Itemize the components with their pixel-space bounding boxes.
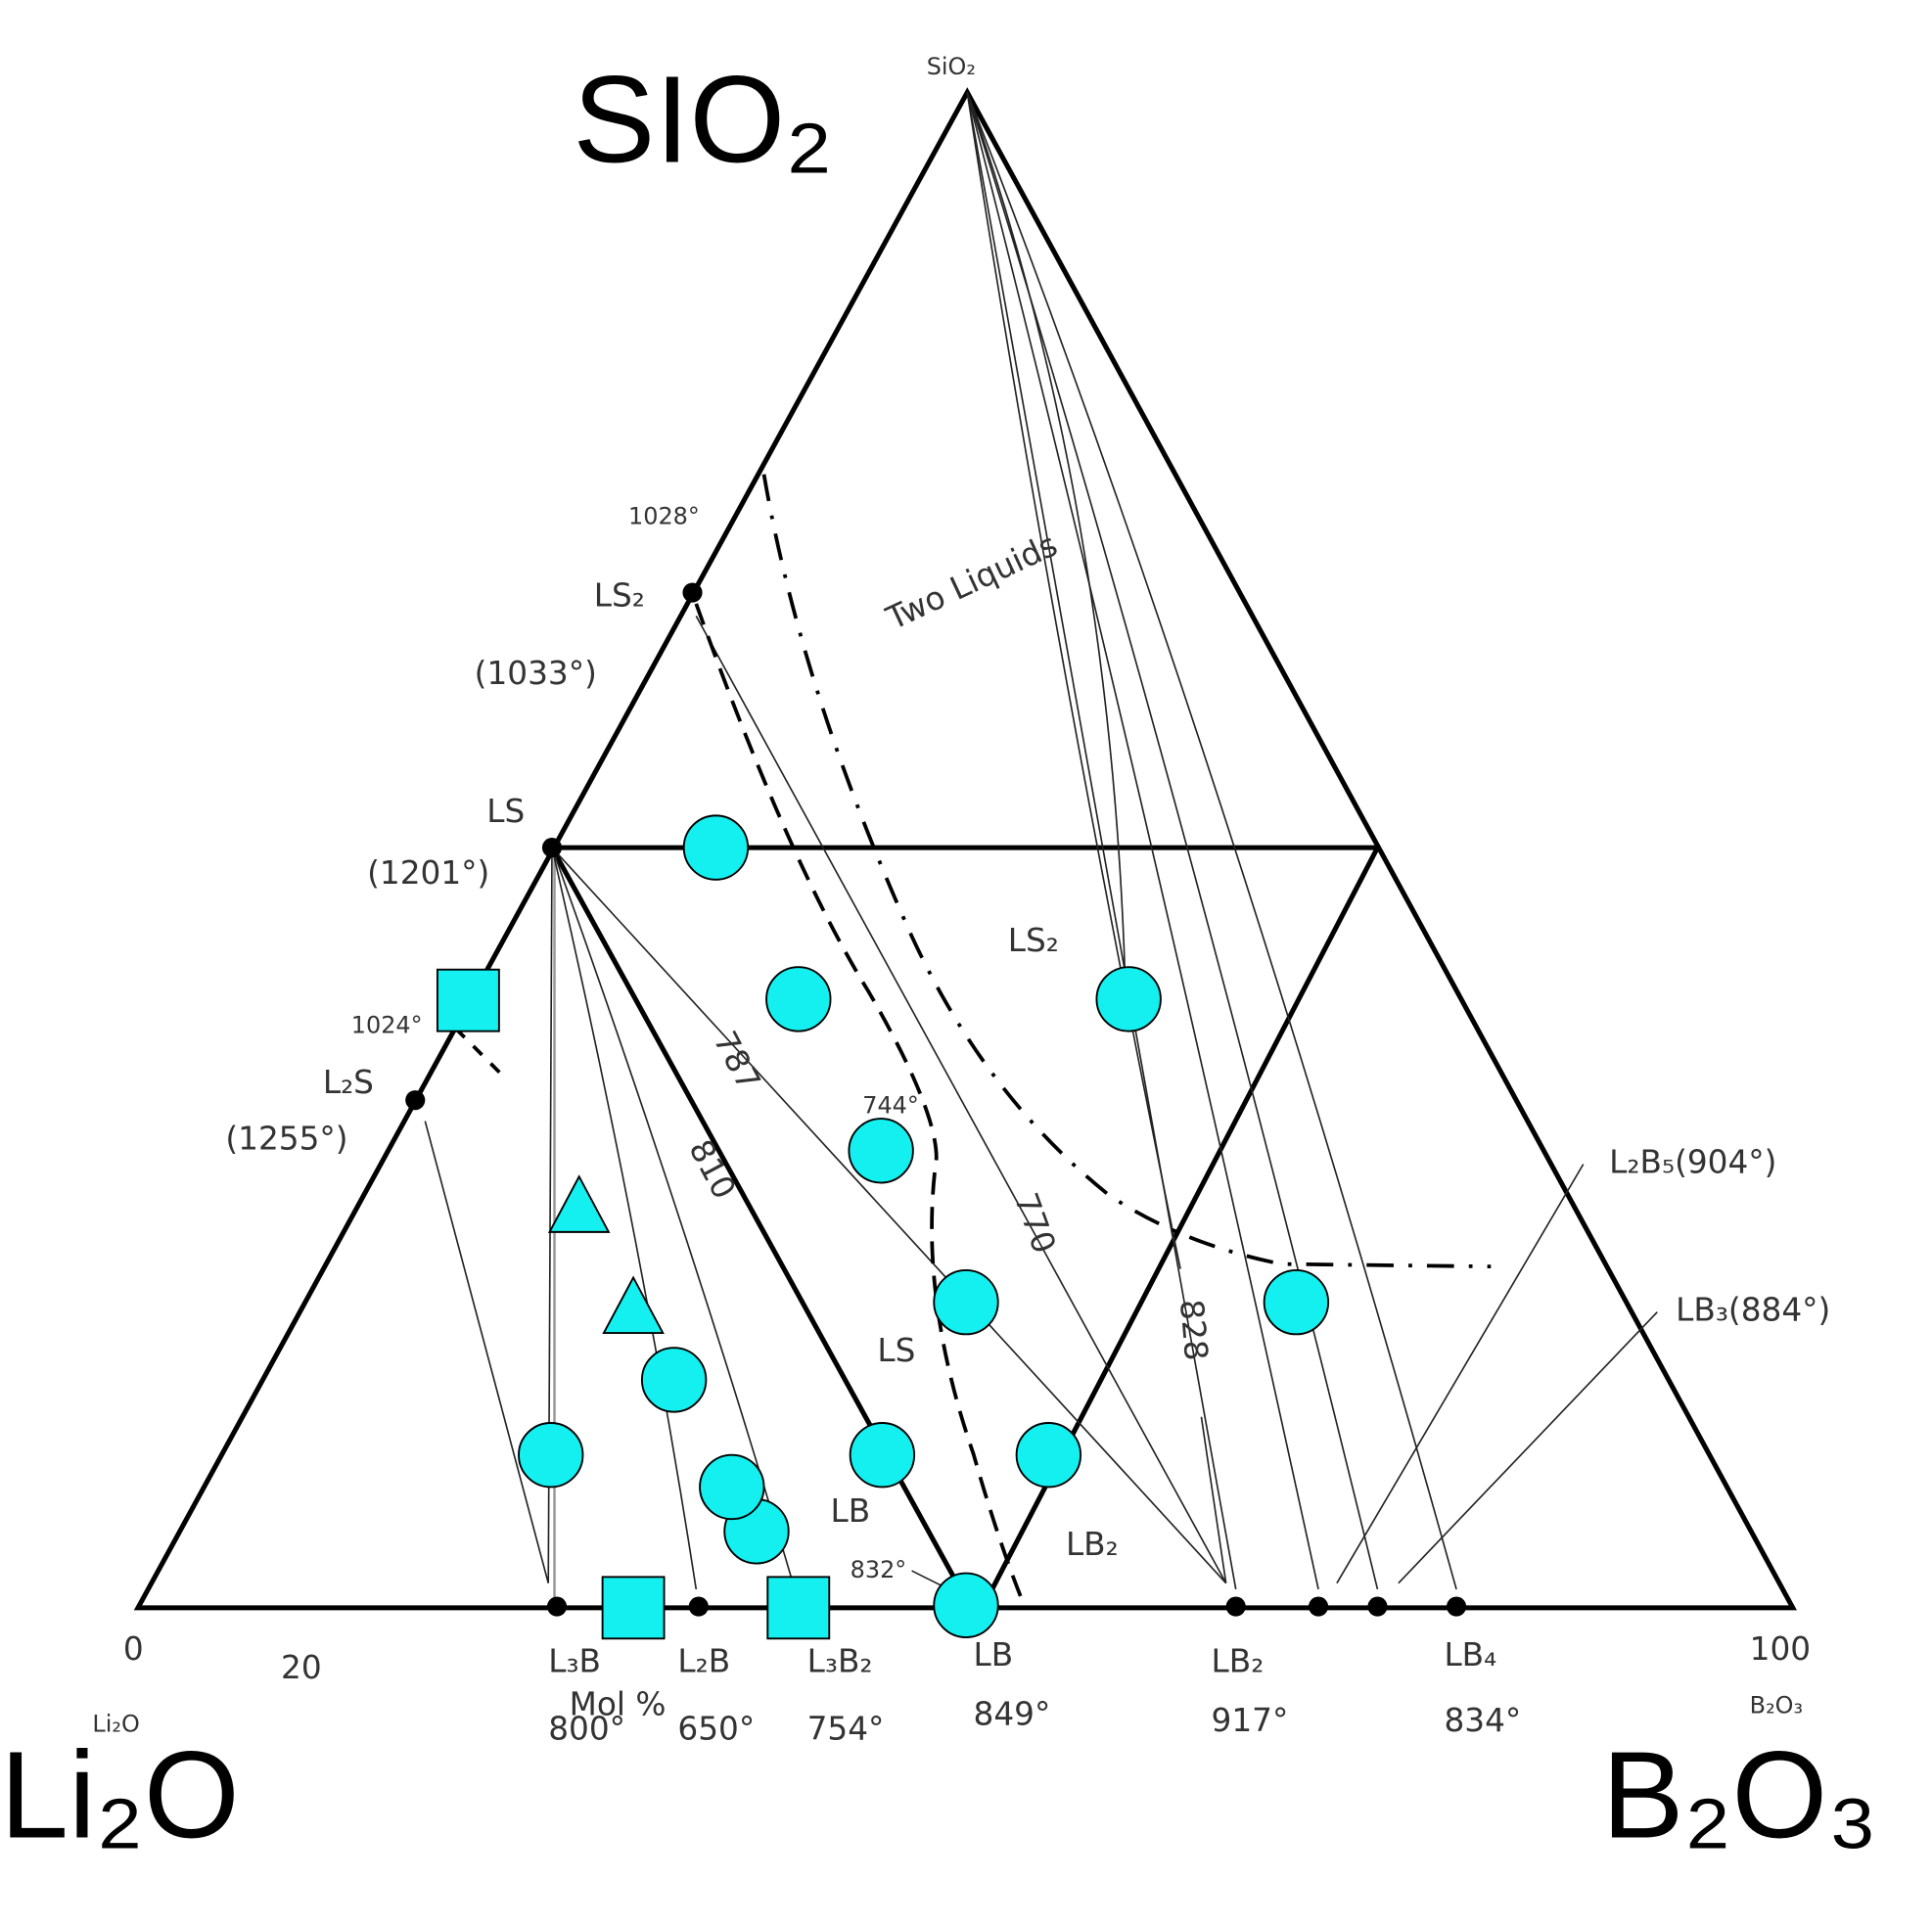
compound: L₂B [677,1642,730,1679]
axis-label: 20 [281,1649,322,1686]
corner-label: Li₂O [92,1710,139,1737]
isotherm: 828 [1173,1298,1215,1362]
compound: LB₄ [1444,1636,1496,1673]
axis-label: 100 [1750,1630,1811,1668]
temp: 1024° [351,1012,423,1039]
boundary-curves [454,474,1492,1603]
point-label: (1255°) [225,1121,347,1158]
temp: 832° [851,1556,907,1583]
field-label: LB₂ [1066,1526,1119,1563]
compound: L₃B [548,1642,601,1679]
temp: 800° [548,1711,625,1748]
frame [133,87,1797,1611]
point-label: (1033°) [475,655,597,692]
isotherm: 770 [1007,1188,1063,1259]
temp: 917° [1212,1702,1289,1739]
point-label: (1201°) [367,854,489,892]
corner-label: Li₂O [0,1726,240,1864]
temp: 650° [677,1711,755,1748]
field-label: LS [877,1332,915,1369]
corner-label: B₂O₃ [1750,1692,1803,1719]
temp: 834° [1444,1702,1521,1739]
corner-label: B₂O₃ [1602,1726,1878,1864]
points [405,582,1467,1617]
point-label: LS [486,793,525,830]
field-label: Two Liquids [880,526,1063,637]
isotherm: 787 [706,1026,767,1097]
annotation: L₂B₅(904°) [1609,1144,1776,1181]
point-label: L₂S [323,1064,374,1101]
sample-markers [436,814,1330,1640]
temp: 754° [807,1711,885,1748]
field-label: LS₂ [1008,922,1059,959]
tie-lines [424,92,1658,1590]
isotherm: 810 [681,1133,743,1205]
compound: L₃B₂ [807,1642,873,1679]
temp: 849° [974,1696,1051,1733]
axis-label: Mol % [570,1686,667,1723]
corner-label: SiO₂ [927,53,976,80]
annotation: LB₃(884°) [1676,1292,1830,1329]
field-label: LB [831,1492,871,1530]
corner-label: SIO₂ [573,50,833,188]
temp: 1028° [628,503,700,530]
point-label: LS₂ [594,577,645,615]
compound: LB [974,1636,1014,1673]
axis-label: 0 [123,1630,144,1668]
temp: 744° [862,1091,919,1119]
compound: LB₂ [1212,1642,1265,1679]
